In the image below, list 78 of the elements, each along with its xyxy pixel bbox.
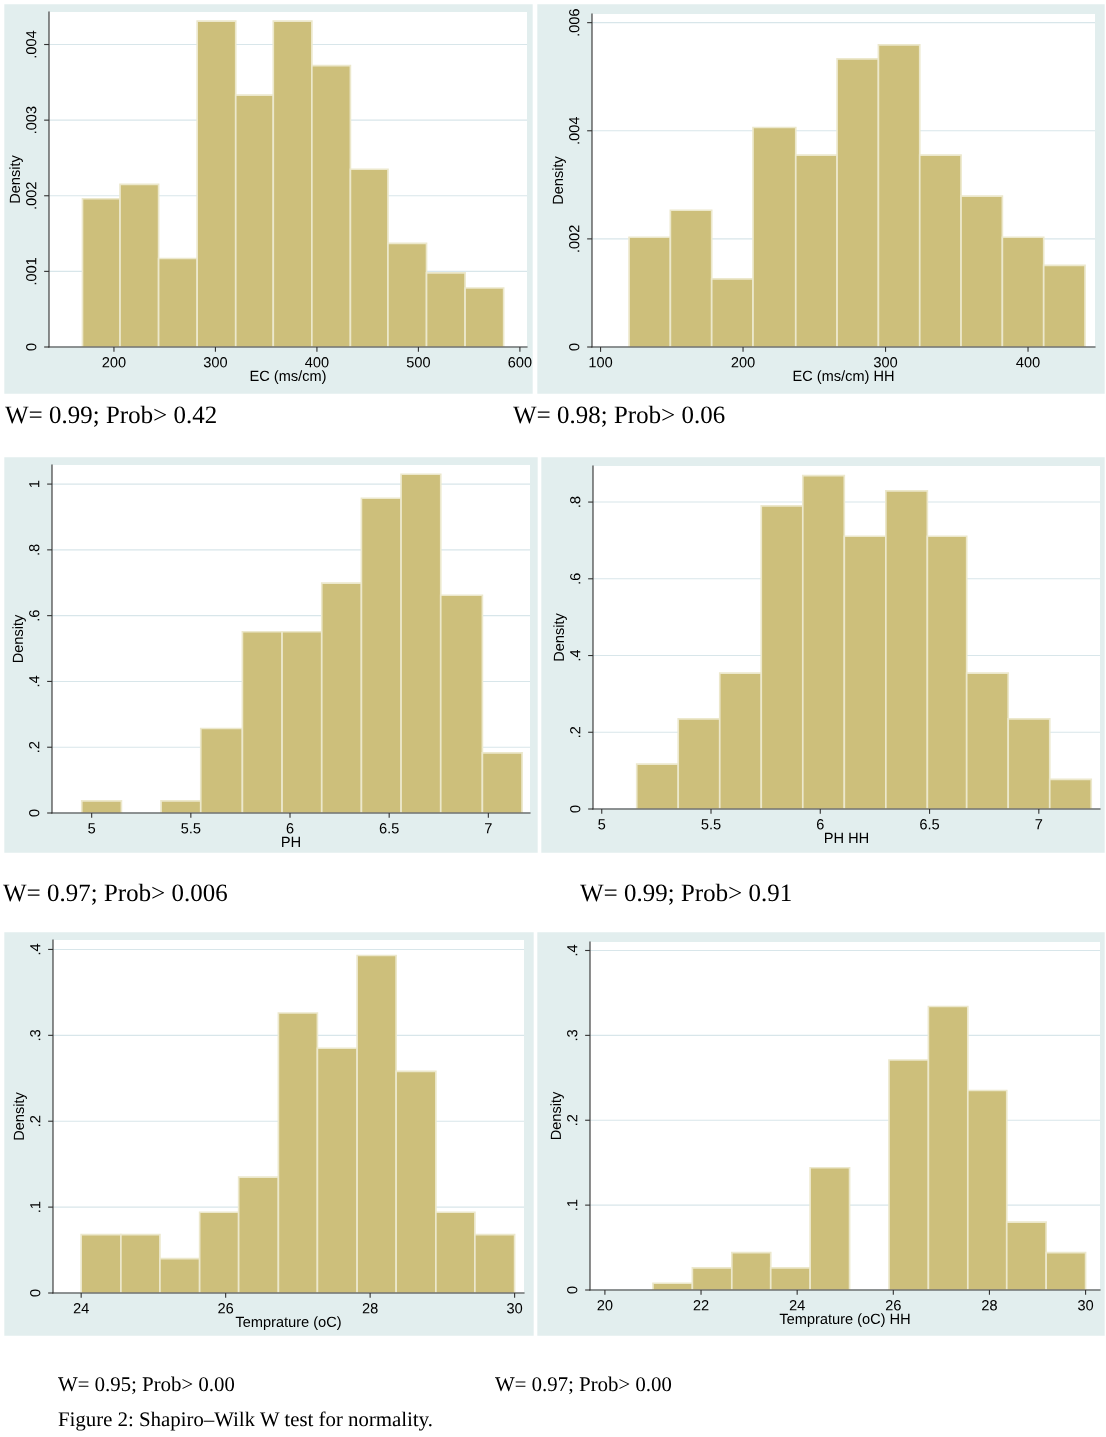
x-tick-label: 500 <box>406 357 431 368</box>
x-tick-label: 24 <box>789 1300 805 1311</box>
x-tick-label: 400 <box>305 357 329 368</box>
y-tick-label: .004 <box>26 30 37 58</box>
x-tick-label: 6 <box>816 819 824 830</box>
x-tick-label: 5 <box>88 823 96 834</box>
x-tick-label: 200 <box>102 357 126 368</box>
x-tick-label: 26 <box>885 1300 901 1311</box>
y-tick-label: .4 <box>29 675 40 687</box>
x-tick-label: 28 <box>982 1300 997 1311</box>
y-tick-label: .1 <box>567 1199 578 1210</box>
y-tick-label: .4 <box>567 944 578 956</box>
y-tick-label: 0 <box>569 343 580 351</box>
x-tick-label: 28 <box>362 1303 378 1314</box>
y-axis-title: Density <box>13 1092 27 1140</box>
caption: Figure 2: Shapiro–Wilk W test for normality. <box>58 1411 432 1431</box>
y-tick-label: .4 <box>570 649 581 661</box>
x-tick-label: 200 <box>731 357 755 368</box>
y-tick-label: 0 <box>570 805 581 813</box>
text: W= 0.95; Prob> 0.00 <box>58 1376 235 1395</box>
x-tick-label: 30 <box>1078 1300 1094 1311</box>
x-axis-title: EC (ms/cm) HH <box>793 370 894 384</box>
x-tick-label: 7 <box>485 823 492 834</box>
x-axis-title: EC (ms/cm) <box>250 370 326 384</box>
y-tick-label: .2 <box>567 1114 578 1125</box>
x-tick-label: 6.5 <box>379 823 399 834</box>
y-tick-label: .1 <box>30 1201 41 1212</box>
x-axis-title: Temprature (oC) HH <box>779 1313 910 1327</box>
x-tick-label: 24 <box>73 1303 89 1314</box>
x-tick-label: 6.5 <box>920 819 940 830</box>
y-tick-label: .6 <box>29 610 40 621</box>
x-tick-label: 600 <box>508 357 532 368</box>
x-tick-label: 22 <box>693 1300 709 1311</box>
y-axis-title: Density <box>550 1091 564 1140</box>
text: W= 0.98; Prob> 0.06 <box>513 405 725 427</box>
x-tick-label: 300 <box>873 357 898 368</box>
y-tick-label: .4 <box>30 943 41 955</box>
x-tick-label: 300 <box>203 357 228 368</box>
y-tick-label: .004 <box>569 117 580 144</box>
y-tick-label: .2 <box>30 1115 41 1126</box>
x-axis-title: PH <box>282 836 300 847</box>
text: W= 0.99; Prob> 0.91 <box>580 883 791 905</box>
y-tick-label: .2 <box>29 741 40 752</box>
y-tick-label: .8 <box>570 496 581 507</box>
y-tick-label: .006 <box>569 9 580 36</box>
x-tick-label: 26 <box>218 1303 234 1314</box>
x-tick-label: 5.5 <box>701 819 721 830</box>
y-tick-label: .002 <box>26 182 37 209</box>
y-tick-label: 0 <box>30 1289 41 1297</box>
x-tick-label: 400 <box>1016 357 1040 368</box>
y-tick-label: 1 <box>29 480 40 488</box>
text: W= 0.99; Prob> 0.42 <box>5 405 216 427</box>
x-tick-label: 30 <box>507 1303 523 1314</box>
x-axis-title: Temprature (oC) <box>235 1316 341 1330</box>
y-axis-title: Density <box>553 613 567 661</box>
x-tick-label: 7 <box>1035 819 1043 830</box>
text: W= 0.97; Prob> 0.00 <box>495 1376 672 1395</box>
y-axis-title: Density <box>12 614 26 663</box>
y-axis-title: Density <box>9 155 23 203</box>
x-tick-label: 20 <box>597 1300 613 1311</box>
y-tick-label: .003 <box>26 106 37 133</box>
y-tick-label: 0 <box>567 1286 578 1294</box>
y-tick-label: .001 <box>26 257 37 285</box>
y-tick-label: .002 <box>569 225 580 252</box>
x-axis-title: PH HH <box>825 832 868 843</box>
x-tick-label: 5.5 <box>181 823 201 834</box>
y-axis-title: Density <box>552 156 566 204</box>
y-tick-label: .6 <box>570 573 581 584</box>
y-tick-label: .3 <box>567 1029 578 1041</box>
x-tick-label: 100 <box>589 357 613 368</box>
text: W= 0.97; Prob> 0.006 <box>3 883 227 905</box>
x-tick-label: 6 <box>286 823 294 834</box>
y-tick-label: .2 <box>570 726 581 738</box>
y-tick-label: .3 <box>30 1029 41 1041</box>
x-tick-label: 5 <box>598 819 606 830</box>
y-tick-label: 0 <box>26 343 37 351</box>
y-tick-label: 0 <box>29 809 40 817</box>
y-tick-label: .8 <box>29 544 40 555</box>
